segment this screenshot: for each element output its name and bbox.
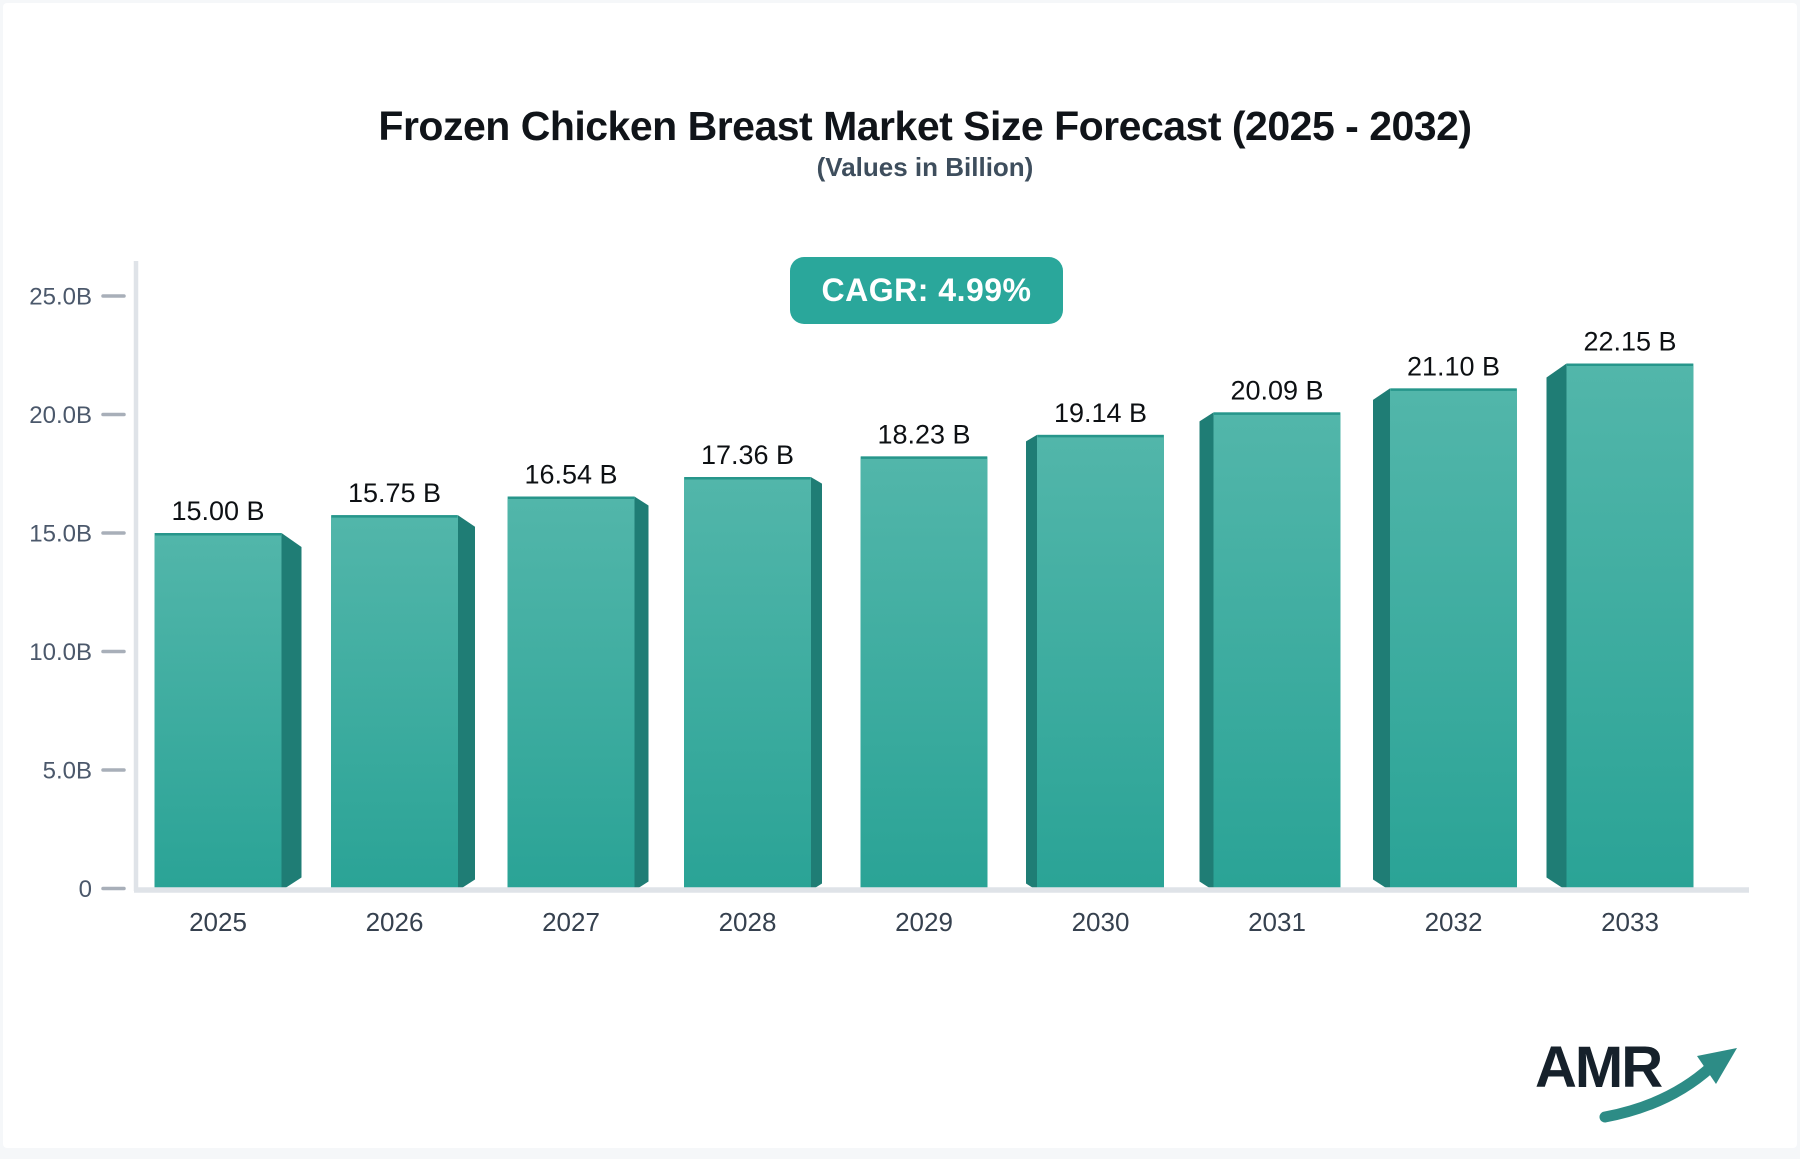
bar-front-face xyxy=(507,496,635,891)
bar-value-label: 15.00 B xyxy=(171,496,264,526)
chart-title: Frozen Chicken Breast Market Size Foreca… xyxy=(378,103,1472,149)
cagr-badge: CAGR: 4.99% xyxy=(790,257,1063,324)
chart-subtitle: (Values in Billion) xyxy=(816,152,1034,182)
bar-side-face xyxy=(1199,412,1214,891)
bar-value-label: 21.10 B xyxy=(1407,351,1500,381)
chart-card: Frozen Chicken Breast Market Size Foreca… xyxy=(3,3,1797,1148)
y-tick-label: 25.0B xyxy=(29,284,92,311)
x-axis-label: 2031 xyxy=(1248,907,1306,937)
bar-side-face xyxy=(281,533,302,891)
amr-logo: AMR xyxy=(1535,1039,1765,1129)
bar-value-label: 20.09 B xyxy=(1230,375,1323,405)
bar-2026: 15.75 B 2026 xyxy=(331,478,475,937)
bar-value-label: 19.14 B xyxy=(1054,398,1147,428)
x-axis-label: 2029 xyxy=(895,907,953,937)
bar-side-face xyxy=(634,496,649,891)
bar-value-label: 17.36 B xyxy=(701,440,794,470)
bar-2032: 21.10 B 2032 xyxy=(1373,351,1517,937)
y-tick-label: 5.0B xyxy=(43,758,92,785)
bar-front-face xyxy=(860,456,988,891)
y-tick-label: 15.0B xyxy=(29,521,92,548)
bar-chart: 25.0B 20.0B 15.0B 10.0B 5.0B 0 15.00 B 2025 15.7… xyxy=(29,261,1749,937)
x-axis-label: 2025 xyxy=(189,907,247,937)
y-axis: 25.0B 20.0B 15.0B 10.0B 5.0B 0 xyxy=(29,284,126,903)
bar-value-label: 16.54 B xyxy=(524,460,617,490)
bar-side-face xyxy=(458,515,475,891)
bar-side-face xyxy=(811,477,822,891)
bar-front-face xyxy=(684,477,811,891)
bar-front-face xyxy=(1213,412,1341,891)
bar-2029: 18.23 B 2029 xyxy=(860,419,988,937)
bar-front-face xyxy=(331,515,458,891)
bar-front-face xyxy=(1390,388,1517,891)
bar-2027: 16.54 B 2027 xyxy=(507,460,649,937)
x-axis-label: 2028 xyxy=(719,907,777,937)
bar-value-label: 15.75 B xyxy=(348,478,441,508)
y-tick-label: 10.0B xyxy=(29,639,92,666)
x-axis-label: 2033 xyxy=(1601,907,1659,937)
y-tick-label: 0 xyxy=(79,876,92,903)
amr-logo-text: AMR xyxy=(1535,1035,1663,1100)
bar-front-face xyxy=(1037,434,1164,891)
bars: 15.00 B 2025 15.75 B 2026 16.54 B 2027 17.36 B… xyxy=(154,327,1694,937)
bar-2030: 19.14 B 2030 xyxy=(1026,398,1164,937)
growth-arrow-icon xyxy=(1599,1048,1737,1123)
bar-2028: 17.36 B 2028 xyxy=(684,440,822,937)
bar-2025: 15.00 B 2025 xyxy=(154,496,302,937)
bar-value-label: 18.23 B xyxy=(877,419,970,449)
x-axis-label: 2027 xyxy=(542,907,600,937)
x-axis-label: 2032 xyxy=(1425,907,1483,937)
bar-front-face xyxy=(1566,363,1694,891)
bar-side-face xyxy=(1373,388,1390,891)
bar-front-face xyxy=(154,533,282,891)
y-tick-label: 20.0B xyxy=(29,402,92,429)
bar-side-face xyxy=(1026,434,1037,891)
bar-side-face xyxy=(1546,363,1567,891)
x-axis-label: 2030 xyxy=(1072,907,1130,937)
x-axis-label: 2026 xyxy=(366,907,424,937)
bar-value-label: 22.15 B xyxy=(1583,327,1676,357)
bar-2033: 22.15 B 2033 xyxy=(1546,327,1694,937)
bar-2031: 20.09 B 2031 xyxy=(1199,375,1341,937)
